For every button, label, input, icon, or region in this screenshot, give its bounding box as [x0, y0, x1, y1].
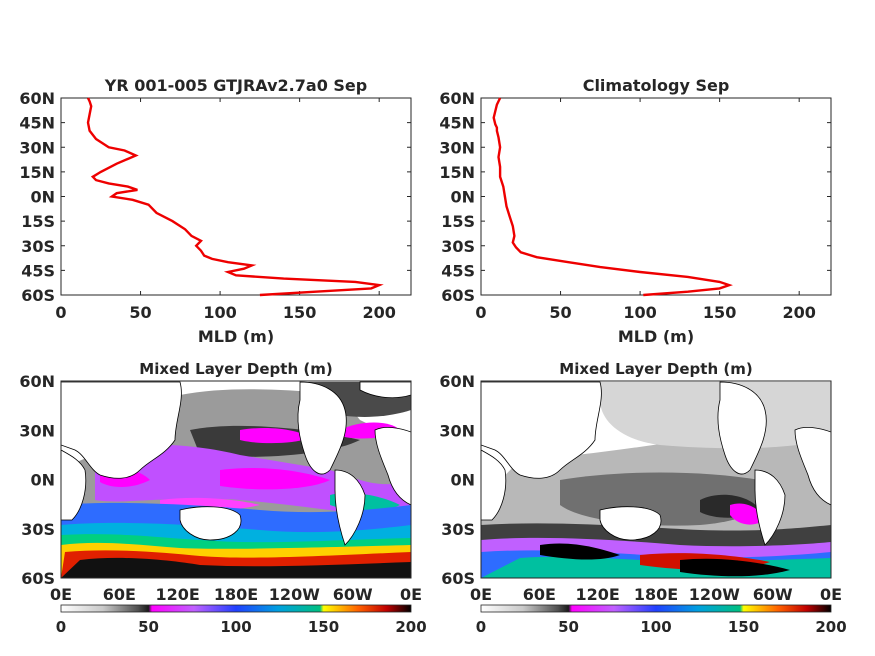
colorbar-tick-label: 100: [640, 618, 671, 636]
x-tick-label: 200: [782, 303, 815, 322]
x-tick-label: 50: [549, 303, 571, 322]
map-y-tick-label: 30S: [21, 520, 55, 539]
y-tick-label: 60S: [441, 286, 475, 305]
map-x-tick-label: 180E: [634, 585, 678, 604]
y-tick-label: 30S: [441, 237, 475, 256]
y-tick-labels: 60N 45N 30N 15N 0N 15S 30S 45S 60S: [19, 89, 55, 305]
y-tick-label: 45S: [21, 261, 55, 280]
map-x-tick-label: 120W: [689, 585, 740, 604]
axis-ticks: [480, 97, 831, 296]
map-x-tick-label: 60E: [523, 585, 556, 604]
map-y-tick-label: 30N: [19, 421, 55, 440]
map-x-tick-label: 180E: [214, 585, 258, 604]
map-x-tick-labels: 0E 60E 120E 180E 120W 60W 0E: [50, 585, 422, 604]
map-y-tick-label: 0N: [450, 471, 475, 490]
map-y-tick-labels: 60N 30N 0N 30S 60S: [19, 372, 55, 588]
colorbar-tick-labels: 0 50 100 150 200: [56, 618, 427, 636]
x-axis-label: MLD (m): [198, 327, 274, 346]
map-x-tick-label: 0E: [50, 585, 72, 604]
x-tick-label: 150: [703, 303, 736, 322]
x-tick-label: 0: [475, 303, 486, 322]
map-x-tick-label: 0E: [820, 585, 842, 604]
x-axis-label: MLD (m): [618, 327, 694, 346]
map-x-tick-label: 0E: [400, 585, 422, 604]
colorbar-tick-label: 200: [395, 618, 426, 636]
y-tick-label: 30N: [19, 138, 55, 157]
map-field: [61, 381, 411, 578]
colorbar-tick-label: 200: [815, 618, 846, 636]
map-y-tick-label: 30S: [441, 520, 475, 539]
x-tick-label: 200: [362, 303, 395, 322]
x-tick-label: 100: [623, 303, 656, 322]
y-tick-label: 0N: [450, 188, 475, 207]
colorbar-tick-label: 50: [138, 618, 159, 636]
y-tick-label: 30N: [439, 138, 475, 157]
y-tick-label: 15S: [21, 212, 55, 231]
x-tick-label: 150: [283, 303, 316, 322]
map-x-tick-label: 60W: [753, 585, 793, 604]
map-title: Mixed Layer Depth (m): [139, 360, 332, 378]
x-tick-label: 50: [129, 303, 151, 322]
plot-title: Climatology Sep: [583, 76, 730, 95]
colorbar: [60, 604, 412, 613]
x-tick-labels: 0 50 100 150 200: [55, 303, 395, 322]
y-tick-label: 0N: [30, 188, 55, 207]
map-x-tick-label: 120E: [576, 585, 620, 604]
y-tick-label: 30S: [21, 237, 55, 256]
map-y-tick-label: 60S: [21, 569, 55, 588]
y-tick-labels: 60N 45N 30N 15N 0N 15S 30S 45S 60S: [439, 89, 475, 305]
map-axes-box: [480, 380, 832, 579]
x-tick-label: 100: [203, 303, 236, 322]
mld-map-model: Mixed Layer Depth (m): [19, 360, 426, 636]
map-field: [481, 381, 831, 578]
map-y-tick-label: 60S: [441, 569, 475, 588]
profile-plot-model: YR 001-005 GTJRAv2.7a0 Sep 60N 45N 30N 15N 0…: [19, 76, 412, 346]
map-x-tick-label: 120W: [269, 585, 320, 604]
colorbar-tick-label: 150: [728, 618, 759, 636]
y-tick-label: 60N: [19, 89, 55, 108]
colorbar-tick-label: 50: [558, 618, 579, 636]
colorbar-tick-label: 0: [56, 618, 66, 636]
x-tick-label: 0: [55, 303, 66, 322]
map-x-tick-label: 0E: [470, 585, 492, 604]
map-y-tick-label: 0N: [30, 471, 55, 490]
map-x-tick-label: 60E: [103, 585, 136, 604]
map-x-tick-labels: 0E 60E 120E 180E 120W 60W 0E: [470, 585, 842, 604]
colorbar: [480, 604, 832, 613]
y-tick-label: 15N: [19, 163, 55, 182]
mld-profile-line: [492, 97, 733, 297]
y-tick-label: 15N: [439, 163, 475, 182]
colorbar-tick-labels: 0 50 100 150 200: [476, 618, 847, 636]
profile-plot-climatology: Climatology Sep 60N45N30N15N0N15S30S45S6…: [439, 76, 832, 346]
y-tick-label: 45S: [441, 261, 475, 280]
map-y-tick-label: 30N: [439, 421, 475, 440]
map-y-tick-labels: 60N 30N 0N 30S 60S: [439, 372, 475, 588]
y-tick-label: 60S: [21, 286, 55, 305]
colorbar-tick-label: 100: [220, 618, 251, 636]
plot-axes-box: [480, 97, 832, 296]
y-tick-label: 15S: [441, 212, 475, 231]
map-axes-box: [60, 380, 412, 579]
y-tick-label: 45N: [439, 114, 475, 133]
y-tick-label: 60N: [439, 89, 475, 108]
mld-map-climatology: Mixed Layer Depth (m) 60N 30N 0N 30S 60S: [439, 360, 846, 636]
plot-title: YR 001-005 GTJRAv2.7a0 Sep: [104, 76, 367, 95]
map-x-tick-label: 120E: [156, 585, 200, 604]
colorbar-tick-label: 150: [308, 618, 339, 636]
map-x-tick-label: 60W: [333, 585, 373, 604]
map-y-tick-label: 60N: [439, 372, 475, 391]
map-title: Mixed Layer Depth (m): [559, 360, 752, 378]
map-y-tick-label: 60N: [19, 372, 55, 391]
colorbar-tick-label: 0: [476, 618, 486, 636]
mld-profile-line: [86, 97, 384, 297]
y-tick-label: 45N: [19, 114, 55, 133]
x-tick-labels: 0 50 100 150 200: [475, 303, 815, 322]
